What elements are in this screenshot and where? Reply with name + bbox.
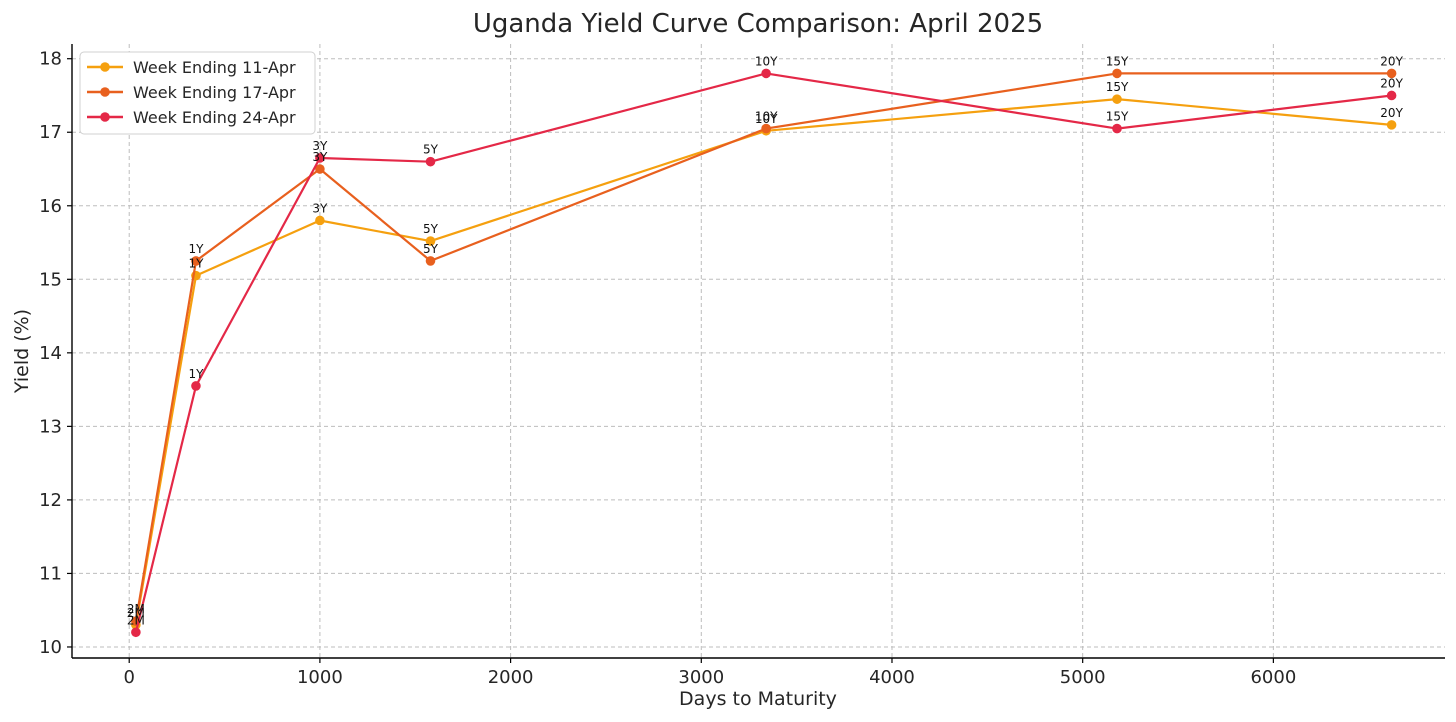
y-tick-label: 18 [39,49,62,70]
x-tick-label: 1000 [297,667,343,688]
data-point [425,156,436,167]
point-label: 20Y [1380,76,1403,90]
y-tick-label: 10 [39,637,62,658]
data-point [1112,123,1122,134]
legend-label-17-apr: Week Ending 17-Apr [133,83,296,102]
legend-marker-17-apr [100,87,110,97]
y-axis-label: Yield (%) [11,309,33,394]
legend-box [79,51,316,135]
legend-label-11-apr: Week Ending 11-Apr [133,58,296,77]
point-label: 1Y [188,257,204,271]
y-tick-label: 14 [39,343,62,364]
data-point [1386,68,1397,79]
point-label: 20Y [1380,54,1403,68]
data-point [425,236,436,246]
data-point [315,215,325,226]
data-point [131,627,141,638]
x-axis-label: Days to Maturity [679,688,837,710]
point-label: 2M [127,602,145,616]
legend-entry-17-apr: Week Ending 17-Apr [87,83,296,102]
x-tick-labels: 0 1000 2000 3000 4000 5000 6000 [123,658,1296,688]
x-tick-label: 6000 [1250,667,1296,688]
data-point [425,256,436,266]
axis-layer [71,44,1445,659]
legend: Week Ending 11-Apr Week Ending 17-Apr We… [79,51,316,135]
chart-title: Uganda Yield Curve Comparison: April 202… [473,9,1043,39]
legend-entry-24-apr: Week Ending 24-Apr [87,108,296,127]
y-tick-label: 15 [39,269,62,290]
data-point [191,256,201,266]
point-label: 3Y [312,201,328,215]
point-label: 5Y [423,242,439,256]
point-label: 3Y [312,150,328,164]
legend-entry-11-apr: Week Ending 11-Apr [87,58,296,77]
point-label: 20Y [1380,106,1403,120]
x-tick-label: 0 [123,667,134,688]
y-tick-label: 13 [39,416,62,437]
data-point [1112,94,1122,104]
point-label: 2M [127,606,145,620]
data-point [761,68,771,79]
grid-layer [72,44,1445,658]
data-point [1386,90,1397,101]
y-tick-labels: 10 11 12 13 14 15 16 17 18 [39,49,72,658]
x-tick-label: 3000 [678,667,724,688]
point-label: 10Y [755,110,778,124]
x-tick-label: 2000 [488,667,534,688]
point-label: 15Y [1106,54,1129,68]
data-point [315,153,325,163]
data-point [1386,120,1397,130]
x-tick-label: 4000 [869,667,915,688]
point-label: 3Y [312,139,328,153]
point-label: 1Y [188,242,204,256]
legend-label-24-apr: Week Ending 24-Apr [133,108,296,127]
point-labels: 2M 1Y 3Y 5Y 10Y 15Y 20Y 2M 1Y 3Y 5Y 10Y 15Y 20Y 2M 1Y 3Y… [127,54,1404,627]
point-label: 5Y [423,222,439,236]
point-label: 2M [127,613,145,627]
data-point [1112,68,1122,79]
data-point [315,164,325,174]
point-label: 15Y [1106,80,1129,94]
data-point [761,123,771,134]
legend-marker-11-apr [100,62,110,72]
point-label: 1Y [188,367,204,381]
legend-marker-24-apr [100,112,110,122]
y-tick-label: 17 [39,122,62,143]
x-tick-label: 5000 [1060,667,1106,688]
data-point [191,381,201,391]
point-label: 10Y [755,112,778,126]
point-label: 15Y [1106,110,1129,124]
y-tick-label: 12 [39,490,62,511]
series-line-0 [134,97,1392,626]
series-layer [131,68,1397,638]
point-label: 5Y [423,143,439,157]
y-tick-label: 16 [39,196,62,217]
y-tick-label: 11 [39,563,62,584]
point-label: 10Y [755,54,778,68]
